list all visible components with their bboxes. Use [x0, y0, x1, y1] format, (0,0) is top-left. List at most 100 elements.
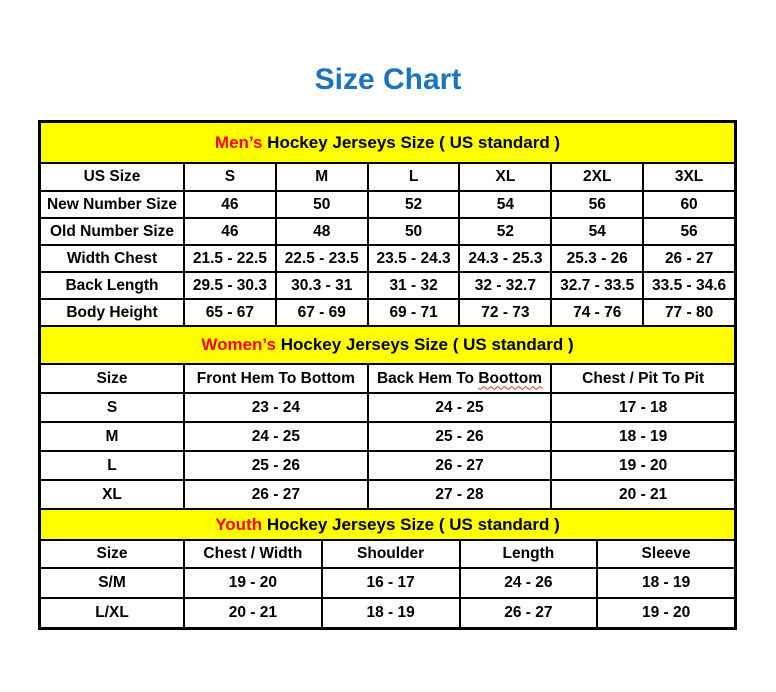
value-cell: 25.3 - 26 — [550, 244, 645, 273]
value-cell: 18 - 19 — [320, 597, 461, 629]
value-cell: 60 — [642, 190, 736, 219]
row-label-cell: Body Height — [39, 298, 185, 327]
value-cell: 33.5 - 34.6 — [642, 271, 736, 300]
value-cell: 67 - 69 — [274, 298, 369, 327]
column-header-cell: M — [274, 162, 369, 192]
table-row: Body Height 65 - 67 67 - 69 69 - 71 72 -… — [39, 298, 736, 327]
table-row: Width Chest 21.5 - 22.5 22.5 - 23.5 23.5… — [39, 244, 736, 273]
mens-size-table: Men’s Hockey Jerseys Size ( US standard … — [39, 121, 736, 327]
column-header-cell: Shoulder — [320, 539, 461, 569]
value-cell: 23.5 - 24.3 — [366, 244, 461, 273]
table-row: L/XL 20 - 21 18 - 19 26 - 27 19 - 20 — [39, 597, 736, 629]
column-header-cell: 2XL — [550, 162, 645, 192]
mens-band-text: Hockey Jerseys Size ( US standard ) — [262, 132, 561, 152]
mens-section-band-row: Men’s Hockey Jerseys Size ( US standard … — [39, 121, 736, 164]
column-header-text: Back Hem To — [376, 369, 479, 387]
column-header-cell: Length — [458, 539, 599, 569]
value-cell: 19 - 20 — [596, 597, 736, 629]
row-label-cell: Width Chest — [39, 244, 185, 273]
value-cell: 69 - 71 — [366, 298, 461, 327]
womens-band-text: Hockey Jerseys Size ( US standard ) — [275, 335, 574, 354]
value-cell: 32.7 - 33.5 — [550, 271, 645, 300]
page-title: Size Chart — [314, 63, 462, 96]
womens-size-table: Women’s Hockey Jerseys Size ( US standar… — [39, 325, 736, 510]
column-header-cell: L — [366, 162, 461, 192]
row-label-cell: L — [39, 450, 185, 481]
row-label-cell: Old Number Size — [39, 217, 185, 246]
column-header-cell: Chest / Width — [183, 539, 323, 569]
value-cell: 26 - 27 — [366, 450, 553, 481]
mens-header-row: US Size S M L XL 2XL 3XL — [39, 162, 736, 192]
row-label-cell: New Number Size — [39, 190, 185, 219]
row-label-cell: XL — [39, 479, 185, 510]
value-cell: 56 — [642, 217, 736, 246]
column-header-cell: Size — [39, 539, 185, 569]
table-row: Back Length 29.5 - 30.3 30.3 - 31 31 - 3… — [39, 271, 736, 300]
value-cell: 46 — [183, 217, 277, 246]
youth-header-row: Size Chest / Width Shoulder Length Sleev… — [39, 539, 736, 569]
womens-band-highlight: Women’s — [201, 335, 276, 354]
womens-header-row: Size Front Hem To Bottom Back Hem To Boo… — [39, 363, 736, 394]
table-row: New Number Size 46 50 52 54 56 60 — [39, 190, 736, 219]
value-cell: 50 — [274, 190, 369, 219]
value-cell: 19 - 20 — [183, 567, 323, 599]
value-cell: 25 - 26 — [366, 421, 553, 452]
table-row: S/M 19 - 20 16 - 17 24 - 26 18 - 19 — [39, 567, 736, 599]
value-cell: 17 - 18 — [550, 392, 736, 423]
value-cell: 54 — [550, 217, 645, 246]
row-label-cell: Back Length — [39, 271, 185, 300]
mens-band-highlight: Men’s — [214, 132, 263, 152]
value-cell: 21.5 - 22.5 — [183, 244, 277, 273]
youth-band-highlight: Youth — [215, 514, 263, 534]
table-row: Old Number Size 46 48 50 52 54 56 — [39, 217, 736, 246]
row-label-cell: L/XL — [39, 597, 185, 629]
value-cell: 31 - 32 — [366, 271, 461, 300]
value-cell: 46 — [183, 190, 277, 219]
value-cell: 18 - 19 — [550, 421, 736, 452]
value-cell: 22.5 - 23.5 — [274, 244, 369, 273]
value-cell: 27 - 28 — [366, 479, 553, 510]
value-cell: 29.5 - 30.3 — [183, 271, 277, 300]
table-row: L 25 - 26 26 - 27 19 - 20 — [39, 450, 736, 481]
column-header-cell: Chest / Pit To Pit — [550, 363, 736, 394]
table-row: XL 26 - 27 27 - 28 20 - 21 — [39, 479, 736, 510]
value-cell: 26 - 27 — [183, 479, 369, 510]
column-header-cell: 3XL — [642, 162, 736, 192]
youth-band-text: Hockey Jerseys Size ( US standard ) — [262, 514, 560, 534]
value-cell: 74 - 76 — [550, 298, 645, 327]
value-cell: 48 — [274, 217, 369, 246]
row-label-cell: S — [39, 392, 185, 423]
value-cell: 77 - 80 — [642, 298, 736, 327]
youth-size-table: Youth Hockey Jerseys Size ( US standard … — [39, 508, 736, 629]
column-header-cell: Sleeve — [596, 539, 736, 569]
value-cell: 24 - 26 — [458, 567, 599, 599]
value-cell: 26 - 27 — [642, 244, 736, 273]
youth-section-band-row: Youth Hockey Jerseys Size ( US standard … — [39, 508, 736, 541]
value-cell: 24 - 25 — [183, 421, 369, 452]
column-header-cell: Back Hem To Boottom — [366, 363, 553, 394]
table-row: S 23 - 24 24 - 25 17 - 18 — [39, 392, 736, 423]
value-cell: 19 - 20 — [550, 450, 736, 481]
value-cell: 23 - 24 — [183, 392, 369, 423]
value-cell: 65 - 67 — [183, 298, 277, 327]
value-cell: 18 - 19 — [596, 567, 736, 599]
value-cell: 32 - 32.7 — [458, 271, 553, 300]
value-cell: 56 — [550, 190, 645, 219]
value-cell: 54 — [458, 190, 553, 219]
value-cell: 24.3 - 25.3 — [458, 244, 553, 273]
column-header-cell: US Size — [39, 162, 185, 192]
value-cell: 16 - 17 — [320, 567, 461, 599]
mens-section-band: Men’s Hockey Jerseys Size ( US standard … — [39, 121, 736, 164]
column-header-cell: Size — [39, 363, 185, 394]
value-cell: 30.3 - 31 — [274, 271, 369, 300]
value-cell: 72 - 73 — [458, 298, 553, 327]
value-cell: 24 - 25 — [366, 392, 553, 423]
value-cell: 52 — [366, 190, 461, 219]
row-label-cell: S/M — [39, 567, 185, 599]
value-cell: 20 - 21 — [550, 479, 736, 510]
value-cell: 25 - 26 — [183, 450, 369, 481]
column-header-cell: Front Hem To Bottom — [183, 363, 369, 394]
womens-section-band-row: Women’s Hockey Jerseys Size ( US standar… — [39, 325, 736, 365]
value-cell: 52 — [458, 217, 553, 246]
